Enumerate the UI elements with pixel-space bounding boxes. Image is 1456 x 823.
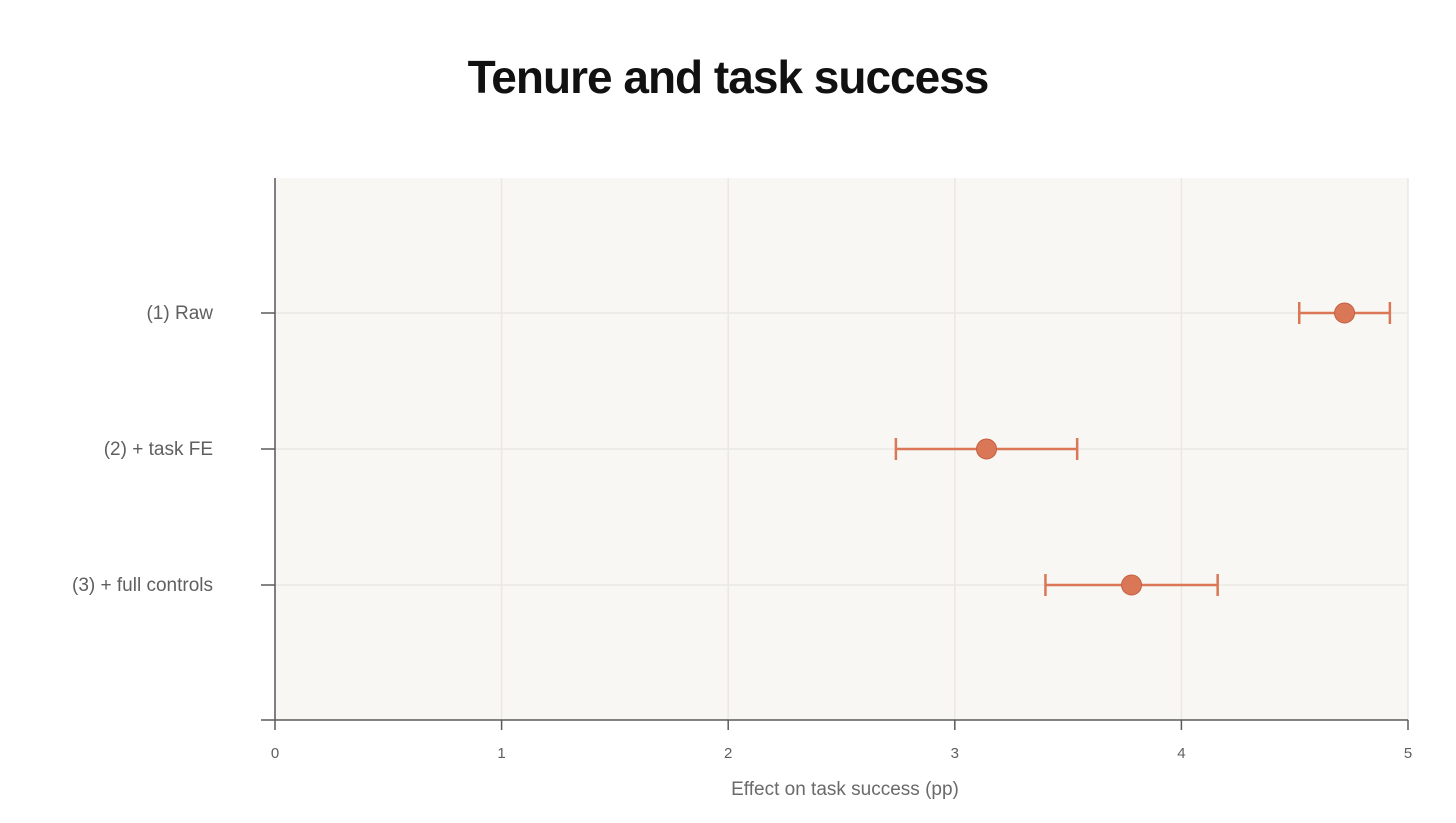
category-label: (3) + full controls: [72, 575, 213, 596]
x-tick-label: 5: [1404, 745, 1412, 762]
x-tick-label: 4: [1177, 745, 1185, 762]
chart-title: Tenure and task success: [467, 51, 990, 103]
point-estimate: [1121, 574, 1143, 596]
estimate-group: [894, 438, 1079, 460]
category-label: (1) Raw: [146, 303, 213, 324]
x-axis-title: Effect on task success (pp): [731, 779, 959, 800]
x-tick-label: 2: [724, 745, 732, 762]
grid-layer: [274, 178, 1409, 720]
estimate-group: [1297, 302, 1392, 324]
category-label: (2) + task FE: [104, 439, 213, 460]
x-tick-label: 3: [951, 745, 959, 762]
estimate-group: [1044, 574, 1219, 596]
x-tick-label: 1: [497, 745, 505, 762]
point-estimate: [976, 438, 998, 460]
marks-layer: [894, 302, 1392, 596]
x-tick-label: 0: [271, 745, 279, 762]
point-estimate: [1334, 302, 1356, 324]
axis-layer: 0 1 2 3 4 5 (1) Raw (2) + task FE (3) + full con…: [72, 178, 1412, 762]
